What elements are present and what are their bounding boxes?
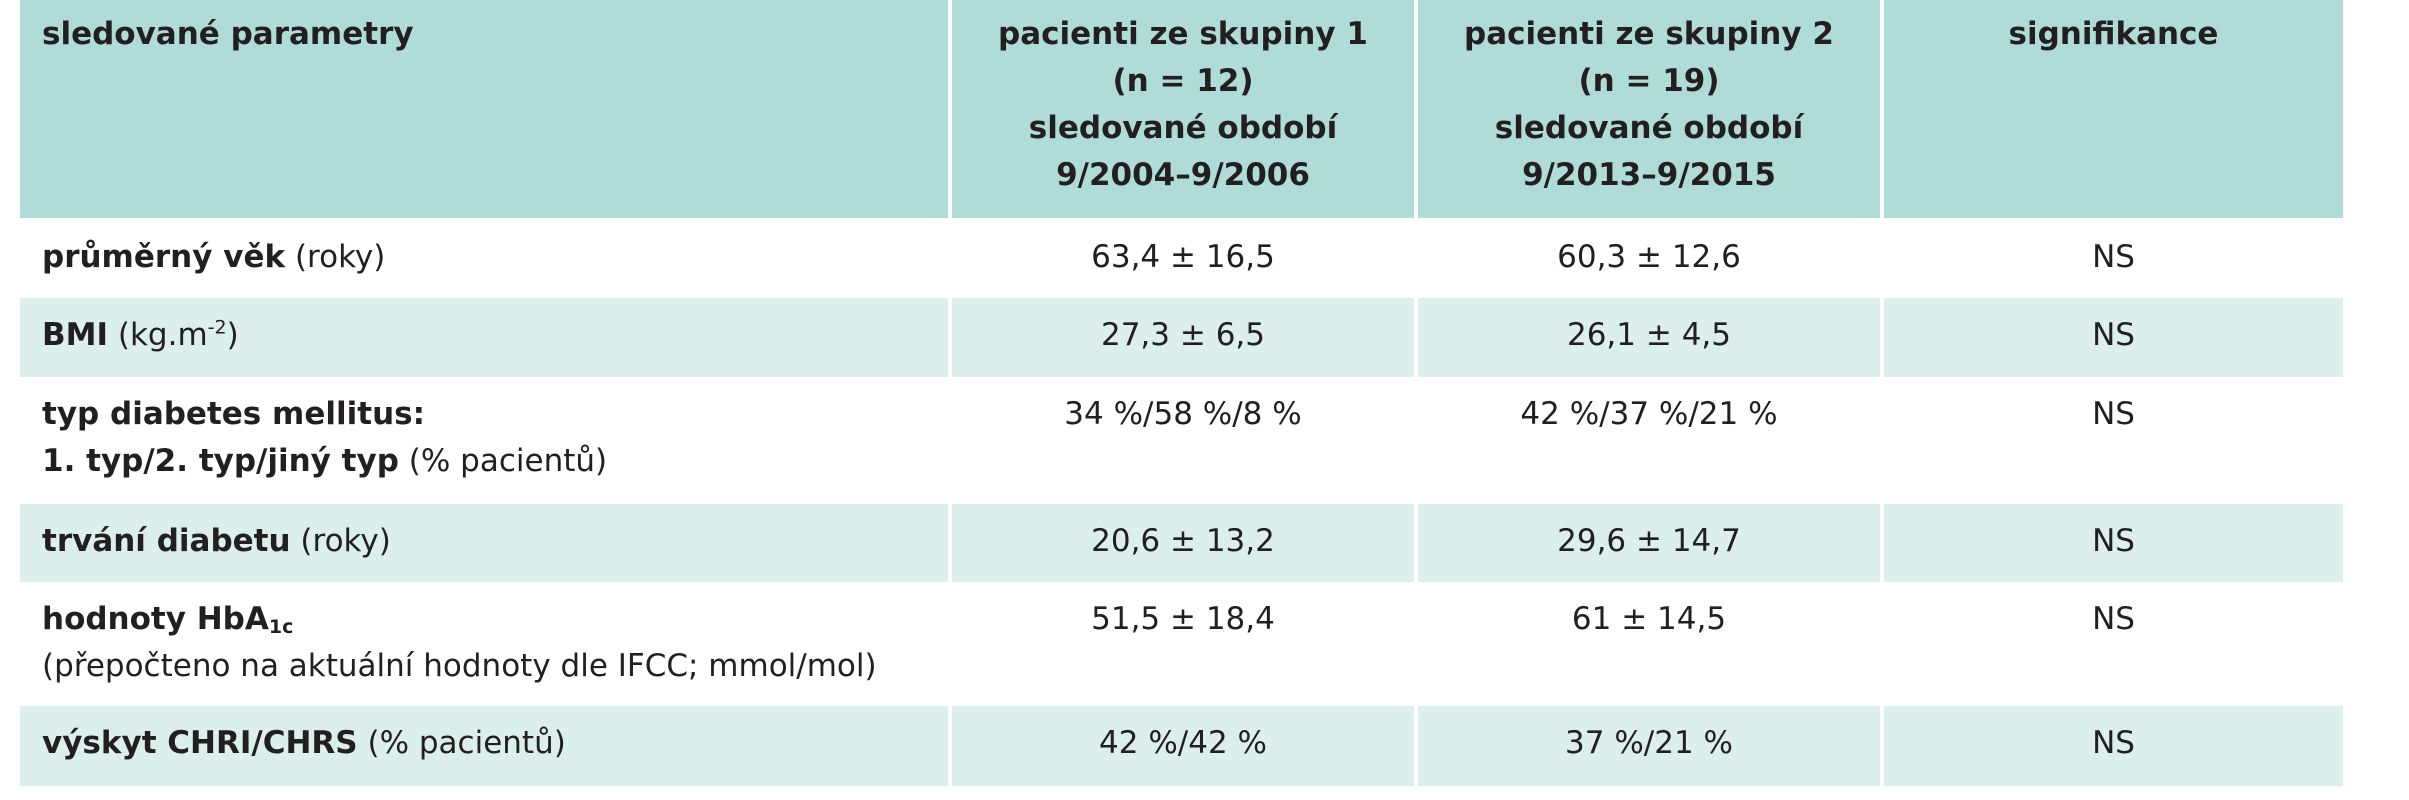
- header-group-2: pacienti ze skupiny 2 (n = 19) sledované…: [1418, 0, 1884, 218]
- header-group-2-n: (n = 19): [1578, 63, 1720, 99]
- header-group-2-title: pacienti ze skupiny 2: [1464, 16, 1834, 52]
- row-label-bold: průměrný věk: [42, 239, 286, 275]
- table-row: hodnoty HbA1c (přepočteno na aktuální ho…: [20, 582, 2343, 706]
- group-2-value: 61 ± 14,5: [1418, 582, 1884, 706]
- row-label-line-2-bold: 1. typ/2. typ/jiný typ: [42, 443, 399, 479]
- table-row: výskyt CHRI/CHRS (% pacientů) 42 %/42 % …: [20, 706, 2343, 786]
- row-label-line-2-unit: (% pacientů): [398, 443, 608, 479]
- row-label-unit: (kg.m: [108, 317, 208, 353]
- row-label-unit: (% pacientů): [357, 725, 566, 761]
- row-label-line-2: 1. typ/2. typ/jiný typ (% pacientů): [42, 438, 926, 485]
- row-label-bold: typ diabetes mellitus:: [42, 396, 425, 432]
- group-1-value: 34 %/58 %/8 %: [952, 377, 1418, 504]
- row-label: výskyt CHRI/CHRS (% pacientů): [20, 706, 952, 786]
- data-table: sledované parametry pacienti ze skupiny …: [20, 0, 2343, 786]
- row-label-unit: (roky): [290, 523, 391, 559]
- row-label-bold: trvání diabetu: [42, 523, 291, 559]
- row-label-bold: BMI: [42, 317, 109, 353]
- group-2-value: 42 %/37 %/21 %: [1418, 377, 1884, 504]
- significance-value: NS: [2092, 523, 2135, 559]
- header-group-1-n: (n = 12): [1112, 63, 1254, 99]
- header-significance-label: signifikance: [2008, 16, 2219, 52]
- header-parameters: sledované parametry: [20, 0, 952, 218]
- header-parameters-label: sledované parametry: [42, 16, 414, 52]
- header-group-1: pacienti ze skupiny 1 (n = 12) sledované…: [952, 0, 1418, 218]
- header-group-2-period-label: sledované období: [1494, 110, 1804, 146]
- group-2-value: 26,1 ± 4,5: [1418, 298, 1884, 377]
- header-group-2-period: 9/2013–9/2015: [1522, 157, 1776, 193]
- group-1-value: 51,5 ± 18,4: [952, 582, 1418, 706]
- row-label-line-1: hodnoty HbA1c: [42, 596, 926, 643]
- row-label-unit-close: ): [226, 317, 239, 353]
- group-1-value: 42 %/42 %: [952, 706, 1418, 786]
- table-row: BMI (kg.m-2) 27,3 ± 6,5 26,1 ± 4,5 NS: [20, 298, 2343, 377]
- header-group-1-period-label: sledované období: [1028, 110, 1338, 146]
- significance-value: NS: [2092, 601, 2135, 637]
- group-2-value: 60,3 ± 12,6: [1418, 218, 1884, 298]
- row-label-subscript: 1c: [268, 616, 294, 638]
- table-row: typ diabetes mellitus: 1. typ/2. typ/jin…: [20, 377, 2343, 504]
- table-header-row: sledované parametry pacienti ze skupiny …: [20, 0, 2343, 218]
- row-label: průměrný věk (roky): [20, 218, 952, 298]
- table-row: trvání diabetu (roky) 20,6 ± 13,2 29,6 ±…: [20, 504, 2343, 582]
- group-1-value: 63,4 ± 16,5: [952, 218, 1418, 298]
- significance-value: NS: [2092, 317, 2135, 353]
- header-group-1-period: 9/2004–9/2006: [1056, 157, 1310, 193]
- significance-value: NS: [2092, 396, 2135, 432]
- row-label-line-2: (přepočteno na aktuální hodnoty dle IFCC…: [42, 648, 877, 684]
- row-label: hodnoty HbA1c (přepočteno na aktuální ho…: [20, 582, 952, 706]
- group-1-value: 27,3 ± 6,5: [952, 298, 1418, 377]
- significance-value: NS: [2092, 725, 2135, 761]
- group-1-value: 20,6 ± 13,2: [952, 504, 1418, 582]
- row-label: BMI (kg.m-2): [20, 298, 952, 377]
- table-row: průměrný věk (roky) 63,4 ± 16,5 60,3 ± 1…: [20, 218, 2343, 298]
- row-label-superscript: -2: [207, 316, 227, 339]
- significance-value: NS: [2092, 239, 2135, 275]
- row-label: typ diabetes mellitus: 1. typ/2. typ/jin…: [20, 377, 952, 504]
- row-label-unit: (roky): [285, 239, 386, 275]
- header-group-1-title: pacienti ze skupiny 1: [998, 16, 1368, 52]
- row-label-bold: výskyt CHRI/CHRS: [42, 725, 358, 761]
- group-2-value: 37 %/21 %: [1418, 706, 1884, 786]
- row-label-bold: hodnoty HbA: [42, 601, 269, 637]
- row-label: trvání diabetu (roky): [20, 504, 952, 582]
- group-2-value: 29,6 ± 14,7: [1418, 504, 1884, 582]
- header-significance: signifikance: [1884, 0, 2343, 218]
